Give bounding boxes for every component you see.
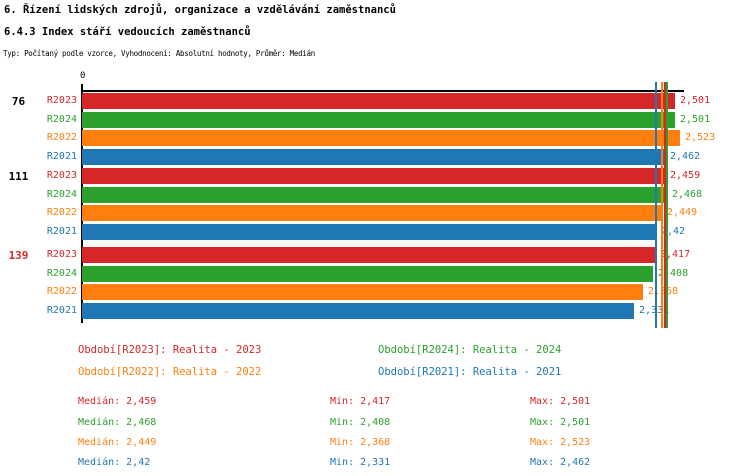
- stat-min: Min: 2,331: [330, 457, 391, 468]
- bar: [82, 247, 655, 263]
- bar: [82, 205, 662, 221]
- bar: [82, 265, 653, 282]
- bar: [82, 186, 667, 203]
- bar: [82, 284, 643, 300]
- x-axis-origin-label: 0: [80, 71, 86, 81]
- x-axis-line: [81, 90, 684, 92]
- legend-item-r2024: Období[R2024]: Realita - 2024: [378, 344, 562, 356]
- median-line: [666, 82, 668, 328]
- indicator-title: 6.4.3 Index stáří vedoucích zaměstnanců: [4, 26, 251, 38]
- bar: [82, 111, 675, 128]
- group-label: 139: [8, 249, 29, 262]
- stat-min: Min: 2,368: [330, 437, 391, 448]
- series-label: R2021: [46, 150, 77, 162]
- stat-median: Medián: 2,42: [78, 457, 151, 468]
- median-line: [661, 82, 663, 328]
- legend-item-r2022: Období[R2022]: Realita - 2022: [78, 366, 262, 378]
- stat-median: Medián: 2,449: [78, 437, 157, 448]
- stat-median: Medián: 2,468: [78, 417, 157, 428]
- bar: [82, 168, 665, 184]
- series-label: R2023: [46, 249, 77, 260]
- stat-max: Max: 2,462: [530, 457, 591, 468]
- bar: [82, 130, 680, 146]
- median-line: [664, 82, 666, 328]
- bar-value-label: 2,501: [680, 95, 711, 106]
- bar-value-label: 2,462: [670, 150, 701, 162]
- legend-item-r2023: Období[R2023]: Realita - 2023: [78, 344, 262, 356]
- bar-chart: 0 76 R2023 2,501 R2024 2,501 R2022 2,523 R2021 2…: [8, 71, 716, 328]
- bar: [82, 302, 634, 319]
- bar-value-label: 2,408: [658, 267, 689, 279]
- bar: [82, 148, 665, 165]
- y-axis-line: [81, 84, 83, 323]
- series-label: R2021: [46, 304, 77, 316]
- series-label: R2024: [46, 267, 77, 279]
- bar-value-label: 2,42: [661, 225, 686, 237]
- bar-value-label: 2,468: [672, 188, 703, 200]
- stat-min: Min: 2,417: [330, 396, 391, 407]
- stat-max: Max: 2,523: [530, 437, 591, 448]
- stat-min: Min: 2,408: [330, 417, 391, 428]
- series-label: R2022: [46, 286, 77, 297]
- series-label: R2024: [46, 113, 77, 125]
- series-label: R2022: [46, 207, 77, 218]
- median-line: [655, 82, 657, 328]
- series-label: R2023: [46, 170, 77, 181]
- bar-value-label: 2,417: [660, 249, 691, 260]
- series-label: R2021: [46, 225, 77, 237]
- bar-value-label: 2,523: [685, 132, 716, 143]
- bar-value-label: 2,459: [670, 170, 701, 181]
- bar: [82, 93, 675, 109]
- series-label: R2024: [46, 188, 77, 200]
- report-title: 6. Řízení lidských zdrojů, organizace a …: [4, 4, 396, 16]
- stat-max: Max: 2,501: [530, 417, 591, 428]
- series-label: R2022: [46, 132, 77, 143]
- indicator-subtitle: Typ: Počítaný podle vzorce, Vyhodnocení:…: [3, 49, 315, 58]
- bar-value-label: 2,331: [639, 303, 669, 319]
- bar-value-label: 2,449: [667, 207, 698, 218]
- bar-value-label: 2,368: [648, 284, 678, 300]
- bar: [82, 223, 656, 240]
- series-label: R2023: [46, 95, 77, 106]
- stat-max: Max: 2,501: [530, 396, 591, 407]
- group-label: 76: [11, 95, 26, 108]
- stat-median: Medián: 2,459: [78, 396, 157, 407]
- legend-item-r2021: Období[R2021]: Realita - 2021: [378, 366, 562, 378]
- bar-value-label: 2,501: [680, 113, 711, 125]
- group-label: 111: [8, 170, 29, 183]
